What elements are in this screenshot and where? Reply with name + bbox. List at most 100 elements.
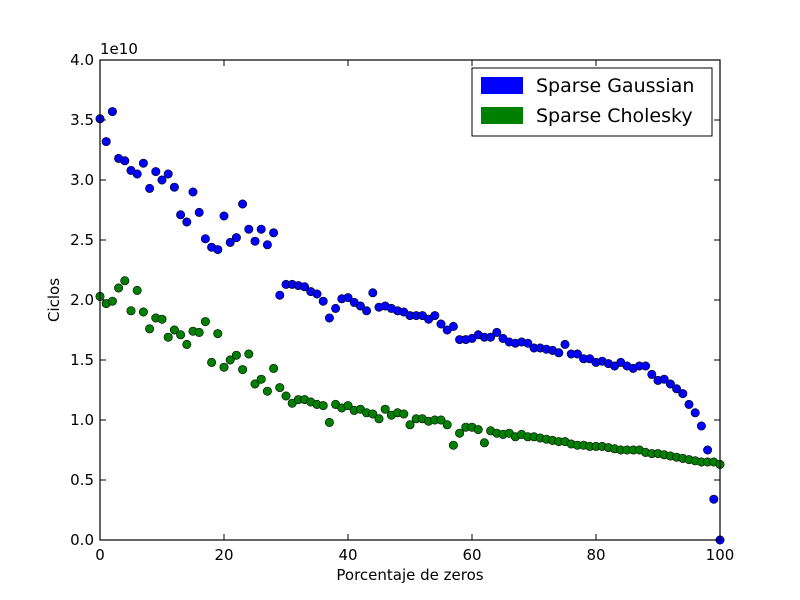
y-tick-label: 3.0 <box>70 171 94 189</box>
data-point <box>324 417 334 427</box>
data-points <box>95 107 725 545</box>
data-point <box>231 350 241 360</box>
plot-frame <box>99 59 721 541</box>
data-point <box>120 276 130 286</box>
data-point <box>343 401 353 411</box>
y-tick-label: 3.5 <box>70 111 94 129</box>
x-tick-label: 100 <box>706 546 735 564</box>
data-point <box>647 369 657 379</box>
data-point <box>169 182 179 192</box>
data-point <box>343 293 353 303</box>
data-point <box>455 428 465 438</box>
data-point <box>374 414 384 424</box>
data-point <box>244 349 254 359</box>
data-point <box>399 409 409 419</box>
data-point <box>238 365 248 375</box>
data-point <box>262 386 272 396</box>
data-point <box>473 425 483 435</box>
data-point <box>176 330 186 340</box>
data-point <box>641 361 651 371</box>
legend-swatch-sparse-cholesky <box>481 107 523 124</box>
data-point <box>324 313 334 323</box>
data-point <box>250 236 260 246</box>
data-point <box>523 338 533 348</box>
y-tick-label: 0.0 <box>70 531 94 549</box>
data-point <box>696 421 706 431</box>
x-tick-label: 0 <box>95 546 105 564</box>
data-point <box>684 399 694 409</box>
data-point <box>368 409 378 419</box>
data-point <box>200 234 210 244</box>
y-offset-label: 1e10 <box>100 40 138 58</box>
y-tick-label: 2.0 <box>70 291 94 309</box>
y-axis-title: Ciclos <box>45 278 63 322</box>
data-point <box>256 374 266 384</box>
data-point <box>672 384 682 394</box>
data-point <box>312 289 322 299</box>
data-point <box>231 233 241 243</box>
x-tick-label: 20 <box>214 546 233 564</box>
data-point <box>132 169 142 179</box>
y-tick-label: 1.0 <box>70 411 94 429</box>
data-point <box>318 296 328 306</box>
data-point <box>138 158 148 168</box>
data-point <box>163 169 173 179</box>
data-point <box>238 199 248 209</box>
tick-labels: 0 20 40 60 80 100 0.0 0.5 1.0 1.5 2.0 2.5 3.0 3.5 4.0 <box>70 51 734 564</box>
data-point <box>182 217 192 227</box>
data-point <box>709 494 719 504</box>
data-point <box>659 374 669 384</box>
data-point <box>269 228 279 238</box>
data-point <box>132 285 142 295</box>
data-point <box>448 440 458 450</box>
data-point <box>380 404 390 414</box>
y-tick-label: 2.5 <box>70 231 94 249</box>
data-point <box>492 327 502 337</box>
data-point <box>275 383 285 393</box>
data-point <box>194 207 204 217</box>
series-0 <box>95 107 725 545</box>
data-point <box>145 324 155 334</box>
data-point <box>213 245 223 255</box>
data-point <box>157 314 167 324</box>
legend-label-sparse-gaussian: Sparse Gaussian <box>536 75 694 97</box>
legend-swatch-sparse-gaussian <box>481 77 523 94</box>
data-point <box>405 420 415 430</box>
data-point <box>182 339 192 349</box>
y-tick-label: 4.0 <box>70 51 94 69</box>
data-point <box>126 306 136 316</box>
data-point <box>194 327 204 337</box>
data-point <box>138 307 148 317</box>
data-point <box>318 401 328 411</box>
data-point <box>163 332 173 342</box>
data-point <box>250 379 260 389</box>
y-tick-label: 0.5 <box>70 471 94 489</box>
series-1 <box>95 276 725 469</box>
data-point <box>151 167 161 177</box>
data-point <box>169 325 179 335</box>
data-point <box>207 357 217 367</box>
data-point <box>448 321 458 331</box>
data-point <box>188 187 198 197</box>
data-point <box>200 317 210 327</box>
data-point <box>275 290 285 300</box>
legend-label-sparse-cholesky: Sparse Cholesky <box>536 105 693 127</box>
data-point <box>678 389 688 399</box>
data-point <box>225 237 235 247</box>
data-point <box>690 408 700 418</box>
data-point <box>368 288 378 298</box>
data-point <box>281 391 291 401</box>
data-point <box>331 303 341 313</box>
data-point <box>442 420 452 430</box>
data-point <box>107 107 117 117</box>
data-point <box>219 362 229 372</box>
data-point <box>554 348 564 358</box>
data-point <box>300 282 310 292</box>
data-point <box>120 156 130 166</box>
data-point <box>703 445 713 455</box>
data-point <box>107 296 117 306</box>
data-point <box>213 329 223 339</box>
data-point <box>176 210 186 220</box>
x-tick-label: 80 <box>586 546 605 564</box>
data-point <box>436 415 446 425</box>
